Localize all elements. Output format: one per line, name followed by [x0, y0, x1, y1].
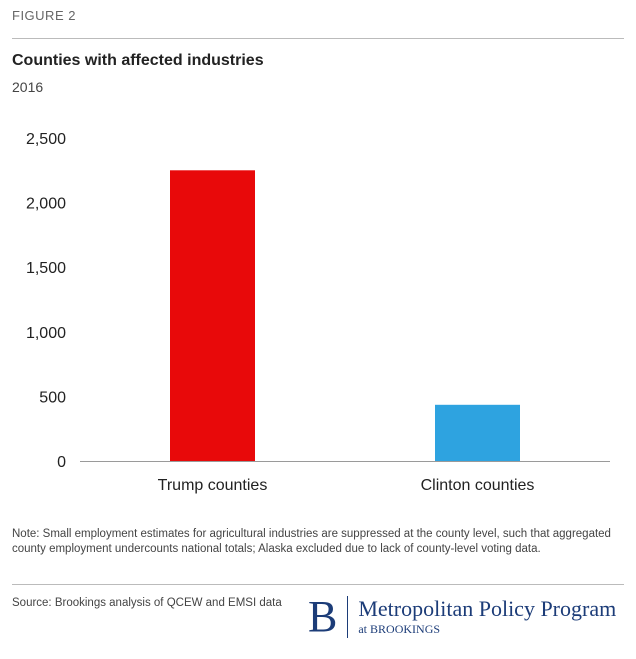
logo-sub-text: at BROOKINGS [358, 622, 441, 636]
brookings-logo: B Metropolitan Policy Program at BROOKIN… [308, 592, 616, 642]
x-tick-label: Trump counties [158, 477, 268, 494]
y-tick-label: 1,500 [26, 260, 66, 277]
chart-source: Source: Brookings analysis of QCEW and E… [12, 597, 282, 609]
x-tick-label: Clinton counties [421, 477, 535, 494]
chart-title: Counties with affected industries [12, 52, 264, 69]
y-tick-label: 2,500 [26, 131, 66, 148]
chart-subtitle: 2016 [12, 79, 44, 95]
logo-divider [347, 596, 349, 638]
bar [170, 170, 255, 462]
logo-text: Metropolitan Policy Program at BROOKINGS [358, 597, 616, 637]
chart-note: Note: Small employment estimates for agr… [12, 528, 611, 555]
top-divider [12, 38, 624, 39]
figure-label: FIGURE 2 [12, 8, 76, 23]
y-tick-label: 500 [39, 389, 66, 406]
y-tick-label: 1,000 [26, 325, 66, 342]
bar-chart: 0 500 1,000 1,500 2,000 2,500 Trump counties Cl… [26, 131, 610, 494]
logo-main-text: Metropolitan Policy Program [358, 596, 617, 621]
logo-letter: B [308, 592, 338, 641]
y-tick-label: 0 [57, 454, 66, 471]
bottom-divider [12, 584, 624, 585]
y-tick-label: 2,000 [26, 196, 66, 213]
bar [435, 404, 520, 461]
